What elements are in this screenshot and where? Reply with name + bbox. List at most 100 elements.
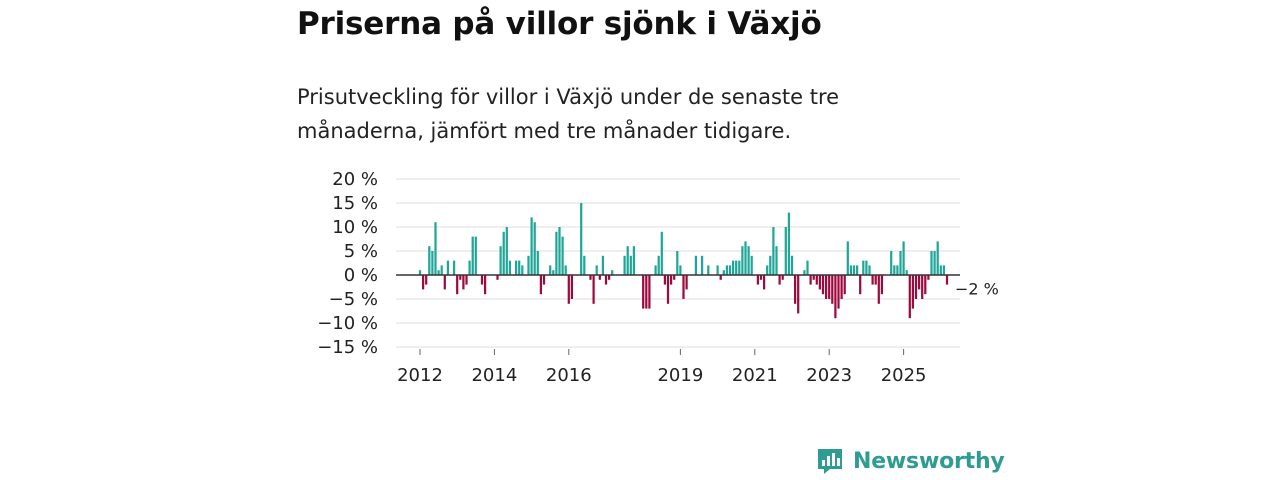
bar: [508, 260, 512, 275]
bar: [555, 231, 558, 275]
bar: [598, 275, 601, 280]
bar: [530, 217, 533, 275]
bar: [685, 275, 688, 290]
bar: [567, 275, 570, 304]
bar: [679, 265, 682, 275]
bar: [505, 227, 508, 275]
bar: [917, 275, 921, 290]
bar: [775, 246, 778, 275]
bar: [465, 275, 468, 285]
bar: [471, 236, 474, 275]
bar: [496, 275, 499, 280]
bar: [793, 275, 797, 304]
bar: [483, 275, 487, 295]
bar: [821, 275, 825, 295]
bar: [558, 227, 561, 275]
y-tick-label: 15 %: [332, 193, 378, 214]
x-tick-label: 2014: [471, 365, 517, 386]
newsworthy-bar-chart-icon: [818, 449, 842, 474]
bar: [741, 246, 744, 275]
bar: [828, 275, 831, 299]
y-tick-label: −10 %: [317, 313, 378, 334]
x-tick-label: 2023: [806, 365, 852, 386]
bar: [462, 275, 465, 290]
bar: [905, 270, 908, 275]
bar: [843, 275, 846, 295]
brand-logo-link[interactable]: Newsworthy: [816, 446, 1005, 476]
bar: [437, 270, 440, 275]
bar: [896, 265, 899, 275]
bar: [673, 275, 676, 280]
bar: [880, 275, 884, 295]
bar: [834, 275, 837, 319]
bar: [772, 227, 775, 275]
bar: [812, 275, 815, 280]
bar: [648, 275, 651, 309]
y-tick-label: 10 %: [332, 217, 378, 238]
bar: [914, 275, 918, 299]
bar: [933, 251, 936, 275]
bar: [632, 246, 636, 275]
bar: [728, 265, 732, 275]
bar: [762, 275, 766, 290]
bar: [421, 275, 425, 290]
bar: [824, 275, 828, 299]
bar: [930, 251, 933, 275]
bar: [431, 251, 434, 275]
bar: [645, 275, 648, 309]
bar: [452, 260, 456, 275]
bar: [514, 260, 518, 275]
bar: [604, 275, 608, 285]
bar: [902, 241, 905, 275]
bar: [459, 275, 462, 280]
bar: [769, 255, 772, 275]
bar: [499, 246, 502, 275]
bar: [837, 275, 840, 309]
bar: [700, 255, 704, 275]
bar: [719, 275, 722, 280]
y-tick-label: −5 %: [329, 289, 378, 310]
bar: [911, 275, 915, 309]
bar: [790, 255, 794, 275]
bar: [840, 275, 843, 299]
bar: [945, 275, 949, 285]
bar: [666, 275, 670, 304]
bar: [899, 251, 902, 275]
bar: [595, 265, 598, 275]
x-tick-label: 2019: [657, 365, 703, 386]
bar: [642, 275, 645, 309]
y-tick-label: 5 %: [344, 241, 378, 262]
bar: [871, 275, 874, 285]
bar: [778, 275, 781, 285]
bar: [657, 255, 660, 275]
y-tick-label: 0 %: [344, 265, 378, 286]
bar: [921, 275, 924, 299]
bar: [815, 275, 818, 285]
bar: [797, 275, 800, 314]
bar: [846, 241, 849, 275]
bar: [936, 241, 939, 275]
bar: [570, 275, 574, 299]
bar: [663, 275, 667, 285]
bar: [893, 265, 896, 275]
bar: [747, 246, 750, 275]
bar: [735, 260, 738, 275]
bar: [542, 275, 546, 285]
bar: [583, 255, 586, 275]
bar: [738, 260, 741, 275]
bar: [456, 275, 459, 295]
bar: [722, 270, 725, 275]
bar: [874, 275, 877, 285]
x-tick-label: 2021: [732, 365, 778, 386]
bar: [781, 275, 784, 280]
bar: [611, 270, 614, 275]
bar: [561, 236, 564, 275]
chart-subtitle: Prisutveckling för villor i Växjö under …: [297, 85, 840, 143]
bar: [942, 265, 946, 275]
bar: [766, 265, 769, 275]
bar: [859, 275, 862, 295]
bar: [744, 241, 747, 275]
bar: [518, 260, 521, 275]
bar: [818, 275, 822, 290]
bar: [626, 246, 629, 275]
